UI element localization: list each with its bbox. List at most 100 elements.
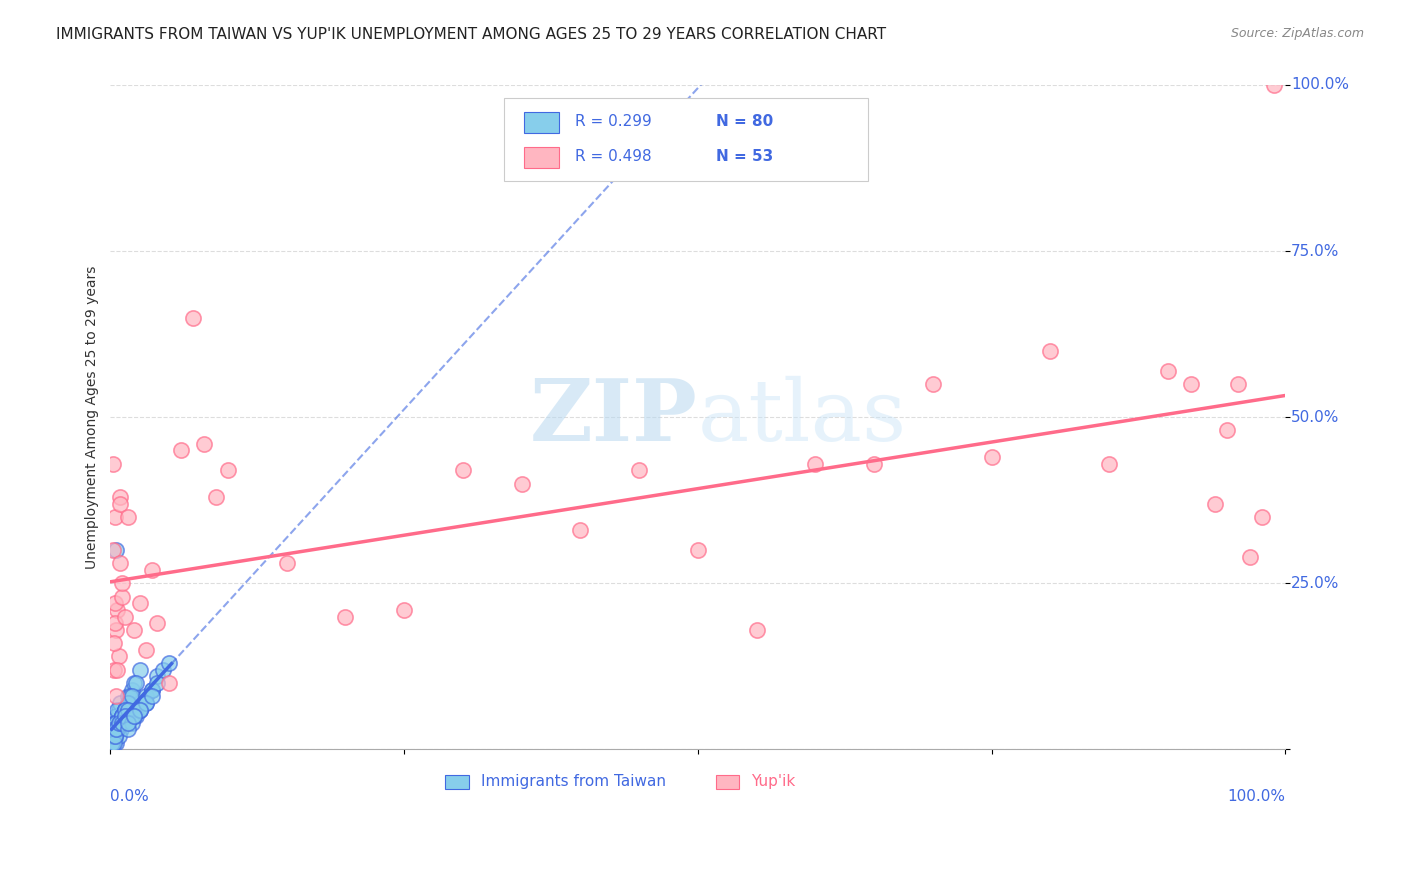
Point (1227, 376, 1250, 391)
Point (104, 729, 127, 743)
Text: 100.0%: 100.0% (1227, 789, 1285, 805)
Text: ZIP: ZIP (530, 376, 697, 459)
Point (103, 663, 125, 677)
Point (117, 696, 139, 710)
FancyBboxPatch shape (503, 98, 869, 181)
Point (107, 715, 129, 730)
Text: N = 53: N = 53 (716, 149, 773, 163)
Point (108, 715, 131, 730)
Point (125, 676, 148, 690)
Point (100, 736, 122, 750)
Text: 100.0%: 100.0% (1291, 78, 1350, 93)
Text: Source: ZipAtlas.com: Source: ZipAtlas.com (1230, 27, 1364, 40)
Point (100, 736, 122, 750)
Text: Immigrants from Taiwan: Immigrants from Taiwan (481, 774, 665, 789)
Point (108, 715, 131, 730)
Point (107, 663, 129, 677)
Point (120, 690, 142, 704)
Point (141, 682, 163, 697)
Point (101, 729, 124, 743)
Point (107, 723, 129, 737)
Point (146, 616, 169, 631)
FancyBboxPatch shape (524, 147, 560, 168)
Point (980, 450, 1002, 464)
Point (128, 596, 150, 610)
Point (111, 715, 134, 730)
Point (110, 723, 132, 737)
Point (108, 497, 131, 511)
Point (103, 723, 125, 737)
Point (101, 729, 124, 743)
Point (100, 739, 122, 753)
Point (107, 702, 129, 716)
Point (205, 490, 228, 504)
Point (1204, 497, 1226, 511)
Point (569, 523, 592, 537)
Text: N = 80: N = 80 (716, 114, 773, 129)
Point (111, 709, 134, 723)
Point (1263, 78, 1285, 92)
Point (157, 656, 180, 670)
Point (104, 596, 127, 610)
Point (121, 715, 143, 730)
Point (107, 603, 129, 617)
Point (217, 463, 239, 477)
Point (104, 715, 127, 730)
FancyBboxPatch shape (446, 774, 468, 789)
Point (141, 690, 163, 704)
Point (107, 729, 129, 743)
Point (863, 457, 886, 471)
Text: IMMIGRANTS FROM TAIWAN VS YUP'IK UNEMPLOYMENT AMONG AGES 25 TO 29 YEARS CORRELAT: IMMIGRANTS FROM TAIWAN VS YUP'IK UNEMPLO… (56, 27, 886, 42)
Point (335, 609, 357, 624)
Point (1215, 424, 1237, 438)
Point (135, 642, 157, 657)
Point (101, 729, 124, 743)
Point (117, 723, 139, 737)
Point (107, 702, 129, 716)
Point (101, 729, 124, 743)
Point (108, 696, 131, 710)
FancyBboxPatch shape (716, 774, 740, 789)
Point (104, 715, 127, 730)
Point (114, 702, 136, 716)
Point (146, 669, 169, 683)
Text: 0.0%: 0.0% (111, 789, 149, 805)
Point (181, 310, 204, 325)
Point (107, 723, 129, 737)
Point (141, 563, 163, 577)
Point (103, 636, 125, 650)
Point (804, 457, 827, 471)
Text: Yup'ik: Yup'ik (751, 774, 794, 789)
Point (117, 702, 139, 716)
Point (628, 463, 651, 477)
Point (117, 715, 139, 730)
FancyBboxPatch shape (524, 112, 560, 134)
Point (111, 709, 134, 723)
Point (114, 702, 136, 716)
Y-axis label: Unemployment Among Ages 25 to 29 years: Unemployment Among Ages 25 to 29 years (86, 266, 100, 569)
Point (121, 682, 143, 697)
Point (111, 590, 134, 604)
Point (451, 463, 474, 477)
Point (108, 557, 131, 571)
Point (141, 682, 163, 697)
Point (128, 702, 150, 716)
Point (170, 443, 193, 458)
Point (1239, 549, 1261, 564)
Point (105, 715, 128, 730)
Point (111, 709, 134, 723)
Text: 25.0%: 25.0% (1291, 576, 1340, 591)
Point (128, 702, 150, 716)
Point (103, 723, 125, 737)
Point (105, 723, 128, 737)
Point (135, 696, 157, 710)
Point (105, 709, 128, 723)
Point (122, 623, 145, 637)
Point (125, 709, 148, 723)
Point (105, 543, 128, 558)
Text: atlas: atlas (697, 376, 907, 458)
Point (104, 715, 127, 730)
Point (104, 715, 127, 730)
Point (108, 715, 131, 730)
Point (128, 663, 150, 677)
